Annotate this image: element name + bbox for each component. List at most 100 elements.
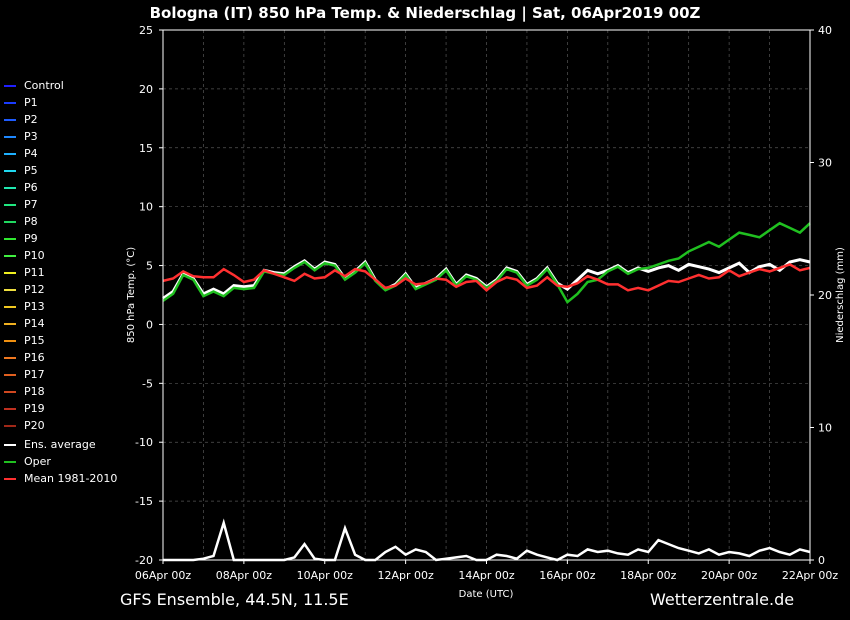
grid-lines [162, 29, 811, 561]
legend: Control P1 P2 P3 P4 P5 P6 P7 P8 P9 P10 P11 P12 P13 P14… [4, 77, 117, 487]
y-tick-label: -20 [135, 554, 153, 567]
legend-item: P7 [4, 196, 117, 213]
legend-swatch [4, 118, 16, 121]
legend-label: P14 [24, 317, 45, 330]
x-tick-label: 22Apr 00z [782, 569, 839, 582]
legend-item: P10 [4, 247, 117, 264]
legend-swatch [4, 101, 16, 104]
legend-item: P17 [4, 366, 117, 383]
y-tick-label: -5 [142, 377, 153, 390]
legend-swatch [4, 443, 16, 446]
legend-swatch [4, 254, 16, 257]
legend-label: Ens. average [24, 438, 96, 451]
legend-label: P10 [24, 249, 45, 262]
y-tick-label: 15 [139, 142, 153, 155]
legend-item: P2 [4, 111, 117, 128]
legend-item: P13 [4, 298, 117, 315]
y-tick-label: 10 [139, 201, 153, 214]
legend-label: P8 [24, 215, 38, 228]
footer-source: GFS Ensemble, 44.5N, 11.5E [120, 590, 349, 609]
temp-line-mean-1981-2010 [162, 263, 811, 292]
chart-title: Bologna (IT) 850 hPa Temp. & Niederschla… [149, 4, 701, 22]
legend-swatch [4, 460, 16, 463]
y2-tick-label: 10 [818, 422, 832, 435]
y-tick-label: 5 [146, 260, 153, 273]
legend-swatch [4, 186, 16, 189]
legend-item: P12 [4, 281, 117, 298]
legend-swatch [4, 390, 16, 393]
legend-item: Control [4, 77, 117, 94]
y2-tick-label: 30 [818, 157, 832, 170]
legend-label: P7 [24, 198, 38, 211]
legend-item: P1 [4, 94, 117, 111]
legend-swatch [4, 84, 16, 87]
legend-item: P18 [4, 383, 117, 400]
legend-swatch [4, 424, 16, 427]
legend-swatch [4, 203, 16, 206]
legend-item: P14 [4, 315, 117, 332]
y-tick-label: -15 [135, 495, 153, 508]
legend-label: P2 [24, 113, 38, 126]
legend-label: P20 [24, 419, 45, 432]
plot-frame [162, 29, 811, 561]
legend-item: P9 [4, 230, 117, 247]
legend-item: P6 [4, 179, 117, 196]
y2-tick-label: 20 [818, 289, 832, 302]
y-axis-label: 850 hPa Temp. (°C) [126, 247, 137, 343]
x-tick-label: 06Apr 00z [135, 569, 192, 582]
legend-label: P5 [24, 164, 38, 177]
y-tick-label: 0 [146, 318, 153, 331]
legend-label: P11 [24, 266, 45, 279]
legend-item: P5 [4, 162, 117, 179]
legend-swatch [4, 373, 16, 376]
legend-item: P15 [4, 332, 117, 349]
legend-label: Mean 1981-2010 [24, 472, 118, 485]
legend-swatch [4, 271, 16, 274]
legend-swatch [4, 339, 16, 342]
x-tick-label: 14Apr 00z [458, 569, 515, 582]
legend-item: P16 [4, 349, 117, 366]
legend-swatch [4, 322, 16, 325]
y-tick-label: 25 [139, 24, 153, 37]
legend-swatch [4, 169, 16, 172]
legend-swatch [4, 356, 16, 359]
legend-label: P4 [24, 147, 38, 160]
legend-label: Oper [24, 455, 51, 468]
legend-swatch [4, 135, 16, 138]
legend-label: P16 [24, 351, 45, 364]
legend-item: Ens. average [4, 436, 117, 453]
legend-label: P12 [24, 283, 45, 296]
y-tick-label: -10 [135, 436, 153, 449]
legend-label: P13 [24, 300, 45, 313]
legend-label: P6 [24, 181, 38, 194]
y2-tick-label: 40 [818, 24, 832, 37]
legend-item: P11 [4, 264, 117, 281]
x-axis-ticks: 06Apr 00z 08Apr 00z 10Apr 00z 12Apr 00z 14Ap… [135, 560, 839, 582]
legend-item: Oper [4, 453, 117, 470]
legend-item: P20 [4, 417, 117, 434]
y-tick-label: 20 [139, 83, 153, 96]
y2-axis-ticks: 40 30 20 10 0 [810, 24, 832, 567]
footer-website: Wetterzentrale.de [650, 590, 795, 609]
x-tick-label: 12Apr 00z [377, 569, 434, 582]
y2-tick-label: 0 [818, 554, 825, 567]
x-tick-label: 20Apr 00z [701, 569, 758, 582]
x-tick-label: 18Apr 00z [620, 569, 677, 582]
legend-swatch [4, 237, 16, 240]
legend-item: P3 [4, 128, 117, 145]
legend-label: P19 [24, 402, 45, 415]
legend-swatch [4, 407, 16, 410]
legend-swatch [4, 220, 16, 223]
legend-swatch [4, 305, 16, 308]
legend-label: P17 [24, 368, 45, 381]
x-tick-label: 10Apr 00z [297, 569, 354, 582]
y2-axis-label: Niederschlag (mm) [835, 247, 846, 343]
x-tick-label: 08Apr 00z [216, 569, 273, 582]
legend-item: P19 [4, 400, 117, 417]
legend-label: P1 [24, 96, 38, 109]
legend-item: P8 [4, 213, 117, 230]
legend-label: P3 [24, 130, 38, 143]
legend-item: Mean 1981-2010 [4, 470, 117, 487]
y-axis-ticks: 25 20 15 10 5 0 -5 -10 -15 -20 [135, 24, 163, 567]
